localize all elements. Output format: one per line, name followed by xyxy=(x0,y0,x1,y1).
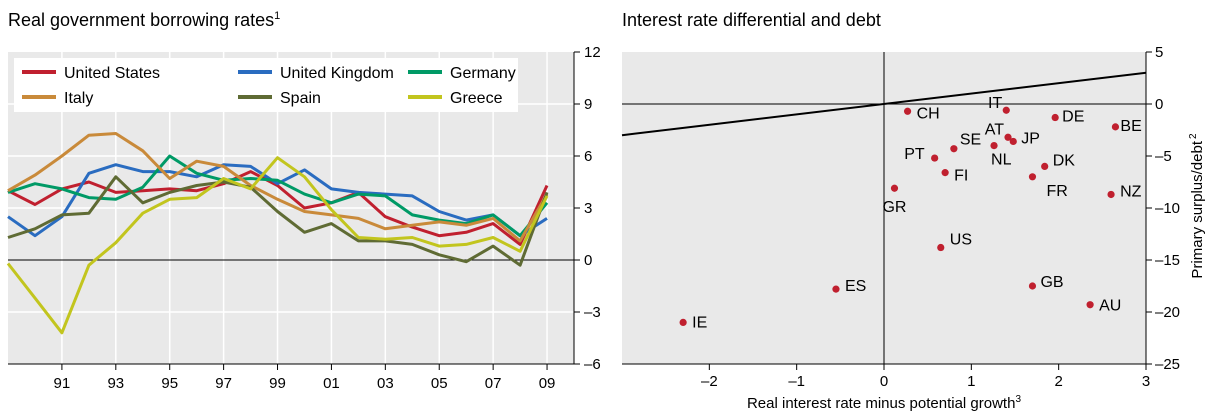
legend-label: Greece xyxy=(450,90,503,107)
scatter-point xyxy=(1028,282,1037,290)
scatter-point xyxy=(1107,190,1115,199)
point-label: FI xyxy=(954,168,968,185)
scatter-point xyxy=(1004,133,1012,141)
scatter-point xyxy=(679,318,687,326)
x-tick-label: 3 xyxy=(1142,373,1150,390)
legend-label: Germany xyxy=(450,65,516,82)
point-label: AT xyxy=(985,121,1004,138)
y-tick-label: –6 xyxy=(584,356,601,373)
y-tick-label: –25 xyxy=(1155,356,1180,373)
y-axis-title: Primary surplus/debt2 xyxy=(1188,133,1206,279)
series-line xyxy=(7,132,549,243)
point-label: AU xyxy=(1099,298,1121,315)
legend-box xyxy=(14,58,518,112)
scatter-point xyxy=(950,145,958,153)
regression-line xyxy=(621,71,1147,137)
y-tick-label: 5 xyxy=(1155,44,1163,61)
x-tick-label: 0 xyxy=(880,373,888,390)
scatter-point xyxy=(903,107,912,115)
point-label: PT xyxy=(904,146,925,163)
y-tick-label: 0 xyxy=(584,252,592,269)
x-tick-label: 93 xyxy=(107,375,124,392)
x-tick-label: 03 xyxy=(377,375,394,392)
point-label: ES xyxy=(845,278,866,295)
left-chart-title: Real government borrowing rates1 xyxy=(8,10,281,30)
point-label: NZ xyxy=(1120,183,1142,200)
x-axis-title: Real interest rate minus potential growt… xyxy=(747,394,1021,412)
point-label: GB xyxy=(1040,274,1063,291)
point-label: US xyxy=(950,232,972,249)
point-label: NL xyxy=(991,152,1012,169)
point-label: DE xyxy=(1062,109,1084,126)
legend-label: United States xyxy=(64,65,160,82)
x-tick-label: 07 xyxy=(485,375,502,392)
x-tick-label: 09 xyxy=(539,375,556,392)
point-label: BE xyxy=(1120,118,1141,135)
scatter-point xyxy=(990,142,998,150)
scatter-point xyxy=(1051,113,1059,122)
y-tick-label: 6 xyxy=(584,148,592,165)
x-tick-label: 99 xyxy=(269,375,286,392)
y-tick-label: –5 xyxy=(1155,148,1172,165)
y-tick-label: –10 xyxy=(1155,200,1180,217)
series-line xyxy=(7,154,549,238)
point-label: GR xyxy=(882,199,906,216)
point-label: IE xyxy=(692,314,707,331)
legend-label: Italy xyxy=(64,90,93,107)
scatter-point xyxy=(1009,137,1017,146)
scatter-point xyxy=(1086,301,1094,309)
scatter-point xyxy=(832,285,840,293)
scatter-point xyxy=(1002,106,1010,114)
point-label: DK xyxy=(1053,152,1076,169)
right-chart-title: Interest rate differential and debt xyxy=(622,10,881,30)
scatter-point xyxy=(941,169,949,177)
point-label: IT xyxy=(988,95,1002,112)
x-tick-label: –2 xyxy=(701,373,718,390)
y-tick-label: –20 xyxy=(1155,304,1180,321)
y-tick-label: –15 xyxy=(1155,252,1180,269)
series-line xyxy=(6,156,549,335)
y-tick-label: 12 xyxy=(584,44,601,61)
x-tick-label: 91 xyxy=(54,375,71,392)
scatter-point xyxy=(1028,173,1037,181)
scatter-point xyxy=(931,154,939,162)
x-tick-label: 1 xyxy=(967,373,975,390)
point-label: SE xyxy=(960,132,981,149)
y-tick-label: 3 xyxy=(584,200,592,217)
point-label: FR xyxy=(1046,183,1067,200)
point-label: CH xyxy=(917,105,940,122)
series-line xyxy=(7,175,549,267)
scatter-point xyxy=(937,243,945,252)
x-tick-label: 97 xyxy=(215,375,232,392)
x-tick-label: 95 xyxy=(161,375,178,392)
legend-label: Spain xyxy=(280,90,321,107)
y-tick-label: 9 xyxy=(584,96,592,113)
x-tick-label: 2 xyxy=(1054,373,1062,390)
x-tick-label: –1 xyxy=(788,373,805,390)
y-tick-label: –3 xyxy=(584,304,601,321)
legend: United States United Kingdom Germany Italy S… xyxy=(14,58,518,112)
series-line xyxy=(7,163,548,238)
y-tick-label: 0 xyxy=(1155,96,1163,113)
legend-label: United Kingdom xyxy=(280,65,394,82)
series-line xyxy=(7,170,549,246)
x-tick-label: 01 xyxy=(323,375,340,392)
x-tick-label: 05 xyxy=(431,375,448,392)
scatter-point xyxy=(1041,162,1049,170)
point-label: JP xyxy=(1021,130,1040,147)
scatter-point xyxy=(890,184,899,192)
scatter-point xyxy=(1111,123,1120,131)
